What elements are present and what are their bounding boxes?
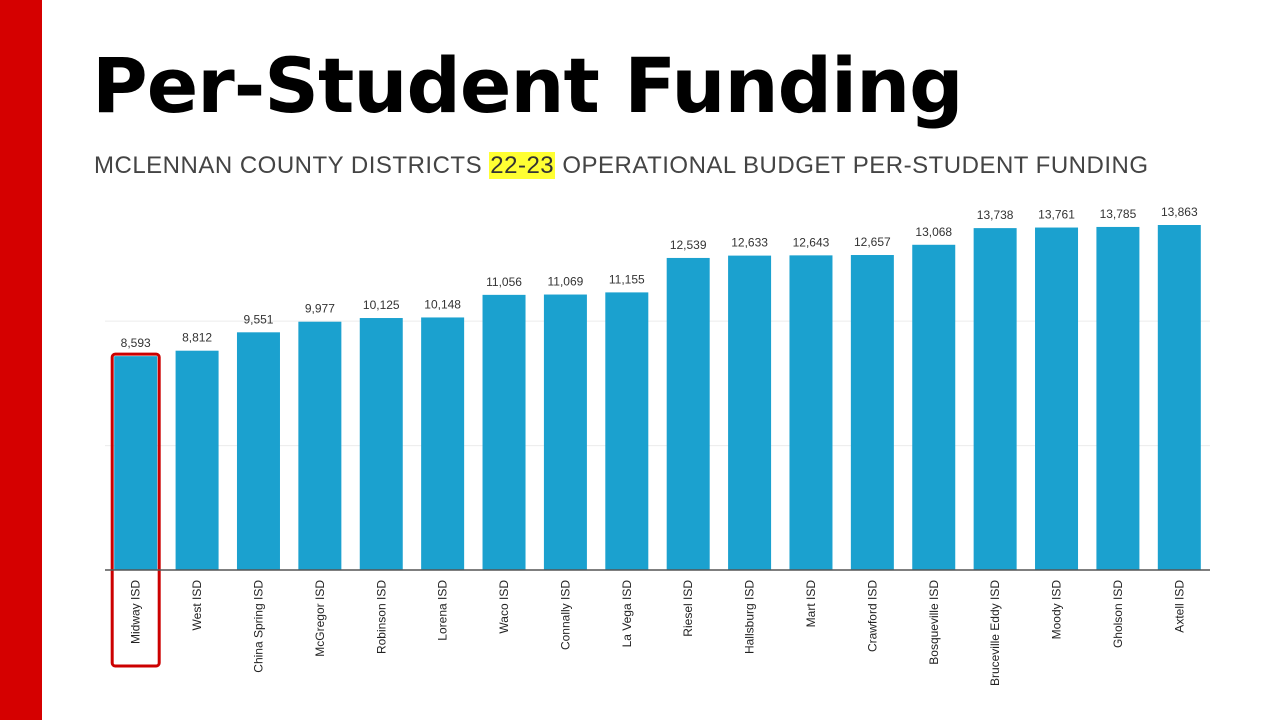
bar-1 (175, 350, 219, 570)
value-label-16: 13,785 (1100, 207, 1137, 221)
bar-16 (1096, 226, 1140, 570)
bar-2 (236, 332, 280, 570)
accent-bar (0, 0, 42, 720)
tick-label-14: Bruceville Eddy ISD (988, 580, 1002, 686)
value-label-3: 9,977 (305, 302, 335, 316)
value-label-13: 13,068 (915, 225, 952, 239)
tick-label-9: Riesel ISD (681, 580, 695, 637)
value-label-6: 11,056 (486, 275, 522, 289)
subtitle-year-highlight: 22-23 (489, 152, 556, 179)
subtitle-suffix: OPERATIONAL BUDGET PER-STUDENT FUNDING (555, 152, 1149, 179)
bar-4 (359, 318, 403, 570)
value-label-10: 12,633 (731, 236, 768, 250)
tick-label-3: McGregor ISD (313, 580, 327, 657)
value-label-2: 9,551 (243, 312, 273, 326)
tick-label-0: Midway ISD (129, 580, 143, 644)
bar-12 (850, 255, 894, 570)
value-label-0: 8,593 (121, 336, 151, 350)
value-label-14: 13,738 (977, 208, 1014, 222)
bar-7 (543, 294, 587, 570)
page-title: Per-Student Funding (92, 41, 964, 130)
value-label-11: 12,643 (793, 235, 830, 249)
bar-14 (973, 228, 1017, 571)
bar-13 (912, 244, 956, 571)
value-label-12: 12,657 (854, 235, 891, 249)
chart-subtitle: MCLENNAN COUNTY DISTRICTS 22-23 OPERATIO… (94, 152, 1149, 180)
value-label-15: 13,761 (1038, 208, 1075, 222)
bar-9 (666, 257, 710, 570)
value-label-4: 10,125 (363, 298, 400, 312)
bar-0 (114, 356, 158, 570)
tick-label-13: Bosqueville ISD (927, 580, 941, 665)
bar-8 (605, 292, 649, 570)
value-label-17: 13,863 (1161, 205, 1198, 219)
tick-label-17: Axtell ISD (1172, 580, 1186, 633)
tick-label-15: Moody ISD (1050, 580, 1064, 640)
value-label-9: 12,539 (670, 238, 707, 252)
tick-label-16: Gholson ISD (1111, 580, 1125, 648)
bar-17 (1157, 225, 1201, 570)
bar-11 (789, 255, 833, 570)
tick-label-11: Mart ISD (804, 580, 818, 628)
value-label-8: 11,155 (609, 272, 645, 286)
bar-5 (421, 317, 465, 570)
tick-label-6: Waco ISD (497, 580, 511, 634)
bar-15 (1035, 227, 1079, 571)
bar-10 (728, 255, 772, 570)
tick-label-2: China Spring ISD (251, 580, 265, 673)
tick-label-10: Hallsburg ISD (743, 580, 757, 654)
tick-label-7: Connally ISD (558, 580, 572, 650)
bar-3 (298, 321, 342, 570)
value-label-5: 10,148 (424, 297, 461, 311)
tick-label-8: La Vega ISD (620, 580, 634, 648)
value-label-1: 8,812 (182, 331, 212, 345)
highlight-box (110, 352, 161, 668)
tick-label-1: West ISD (190, 580, 204, 631)
bar-6 (482, 294, 526, 570)
tick-label-12: Crawford ISD (865, 580, 879, 652)
value-label-7: 11,069 (548, 275, 584, 289)
subtitle-prefix: MCLENNAN COUNTY DISTRICTS (94, 152, 490, 179)
tick-label-4: Robinson ISD (374, 580, 388, 654)
tick-label-5: Lorena ISD (436, 580, 450, 641)
